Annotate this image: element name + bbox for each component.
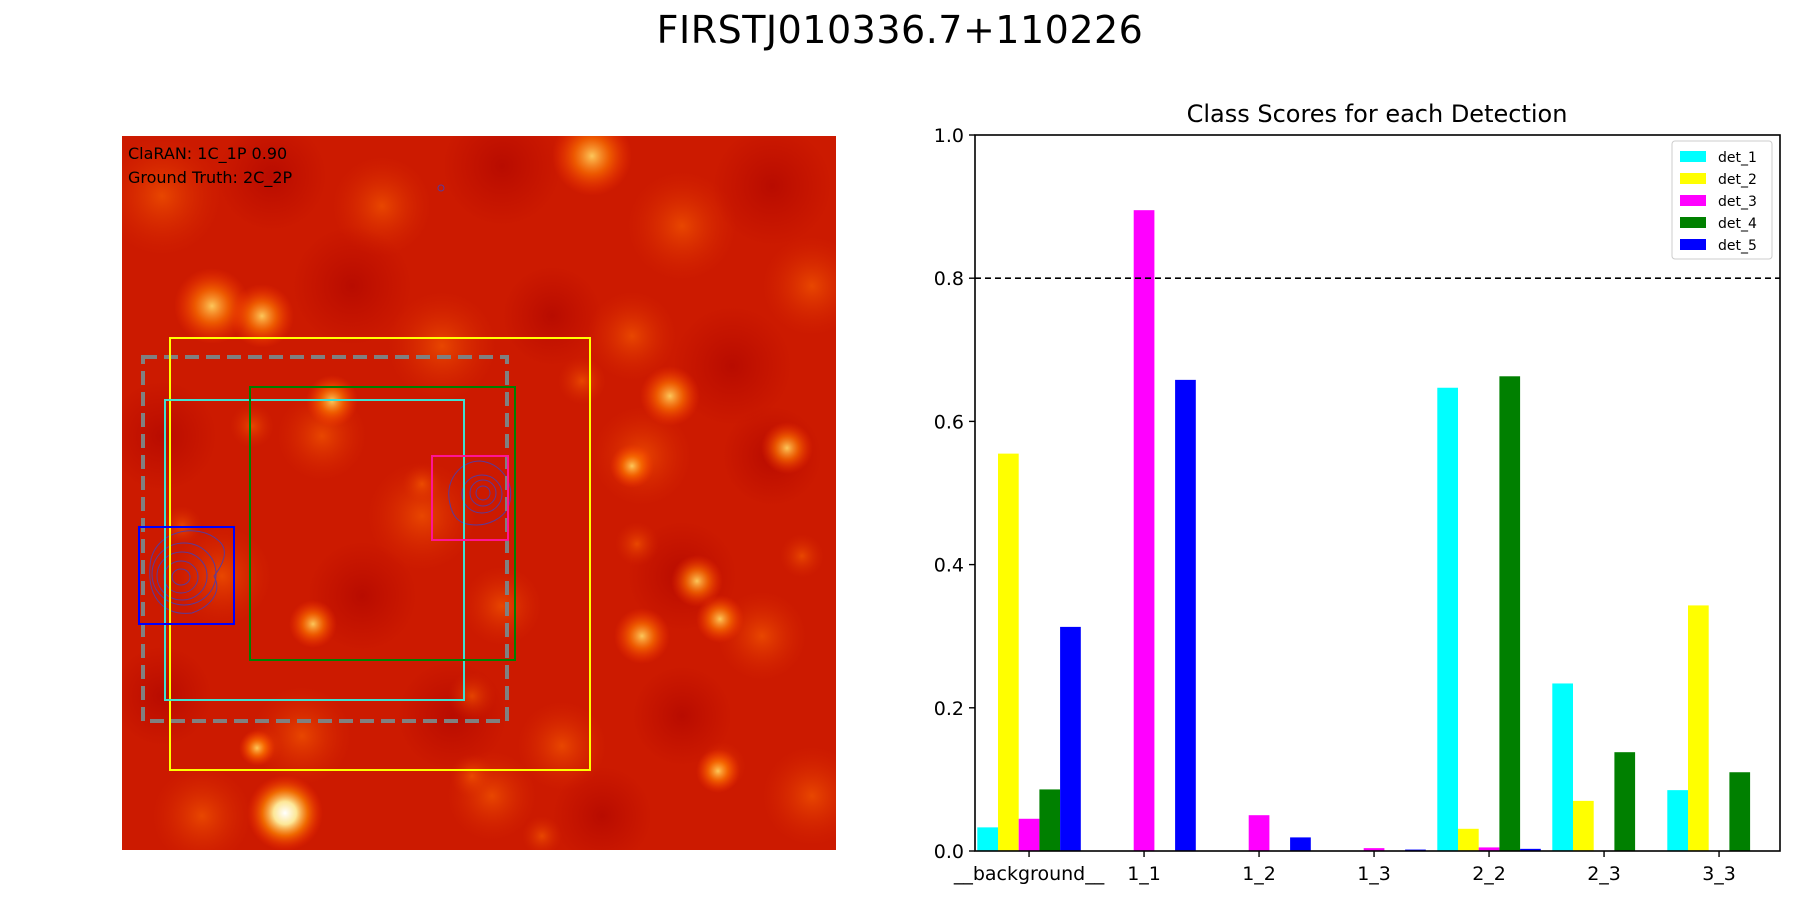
bright-source xyxy=(640,366,700,426)
x-tick-label: 2_3 xyxy=(1587,863,1621,885)
bar-det_1-__background__ xyxy=(977,827,998,851)
contour-small xyxy=(437,184,445,192)
contour-right xyxy=(469,479,497,507)
bar-det_3-1_3 xyxy=(1363,848,1385,851)
legend-label-det_3: det_3 xyxy=(1718,194,1757,210)
legend-swatch-det_2 xyxy=(1680,173,1706,184)
y-tick-label: 1.0 xyxy=(934,125,964,147)
bar-det_4-2_2 xyxy=(1499,376,1521,851)
x-tick-label: __background__ xyxy=(953,863,1105,885)
bar-det_5-1_2 xyxy=(1290,837,1311,851)
x-tick-label: 1_2 xyxy=(1242,863,1276,885)
det-5-box xyxy=(138,526,235,625)
bar-det_4-__background__ xyxy=(1039,789,1061,851)
y-tick-label: 0.2 xyxy=(934,698,964,720)
det-4-box xyxy=(249,386,516,661)
legend-label-det_1: det_1 xyxy=(1718,150,1757,166)
prediction-label: ClaRAN: 1C_1P 0.90 xyxy=(128,144,287,164)
bright-source xyxy=(696,595,744,643)
detection-boxes xyxy=(138,337,591,771)
bright-source xyxy=(247,775,323,850)
det-1-box xyxy=(164,399,465,701)
bar-det_3-1_1 xyxy=(1133,210,1155,851)
bar-det_2-__background__ xyxy=(998,453,1019,851)
bar-det_1-2_2 xyxy=(1437,387,1458,851)
x-tick-label: 2_2 xyxy=(1472,863,1506,885)
legend-label-det_2: det_2 xyxy=(1718,172,1757,188)
bar-det_1-3_3 xyxy=(1667,790,1688,851)
bar-det_1-2_3 xyxy=(1552,683,1573,851)
bright-source xyxy=(289,600,337,648)
noise-field xyxy=(122,136,836,850)
legend-label-det_5: det_5 xyxy=(1718,238,1757,254)
bar-det_2-3_3 xyxy=(1688,605,1709,851)
y-tick-label: 0.6 xyxy=(934,411,964,433)
bright-sources xyxy=(239,366,813,850)
x-tick-label: 3_3 xyxy=(1702,863,1736,885)
bar-det_5-__background__ xyxy=(1060,626,1081,851)
class-scores-chart: Class Scores for each Detection 0.00.20.… xyxy=(934,100,1781,885)
bar-det_2-2_2 xyxy=(1458,828,1479,851)
bar-det_5-2_2 xyxy=(1520,848,1541,851)
contour-right-outer xyxy=(448,460,512,526)
bar-det_3-2_2 xyxy=(1478,847,1500,851)
contour-right xyxy=(475,485,491,501)
contour-left xyxy=(156,551,208,601)
bar-det_2-2_3 xyxy=(1573,800,1594,851)
y-tick-label: 0.8 xyxy=(934,268,964,290)
bar-det_3-__background__ xyxy=(1018,818,1040,851)
y-tick-label: 0.4 xyxy=(934,555,964,577)
det-2-box xyxy=(169,337,591,771)
legend-swatch-det_1 xyxy=(1680,151,1706,162)
bar-det_4-3_3 xyxy=(1729,772,1751,851)
legend-swatch-det_4 xyxy=(1680,217,1706,228)
bright-source xyxy=(239,730,275,766)
figure-title: FIRSTJ010336.7+110226 xyxy=(656,8,1144,52)
y-tick-label: 0.0 xyxy=(934,841,964,863)
plot-frame xyxy=(974,134,1781,852)
x-tick-label: 1_1 xyxy=(1127,863,1161,885)
radio-image-panel: ClaRAN: 1C_1P 0.90 Ground Truth: 2C_2P xyxy=(122,136,836,850)
contour-left-outer xyxy=(149,530,225,614)
bright-source xyxy=(761,422,813,474)
chart-plot-area: 0.0 0.2 0.4 0.6 0.8 1.0 __background__ 1_1 1_2 1_… xyxy=(934,125,1781,885)
x-tick-label: 1_3 xyxy=(1357,863,1391,885)
legend-swatch-det_5 xyxy=(1680,239,1706,250)
bar-det_3-1_2 xyxy=(1248,815,1270,851)
contour-right xyxy=(461,474,503,514)
bar-det_5-1_1 xyxy=(1175,379,1196,851)
bright-source xyxy=(696,749,740,793)
ground-truth-label: Ground Truth: 2C_2P xyxy=(128,168,293,188)
bright-source xyxy=(614,608,670,664)
radio-image: ClaRAN: 1C_1P 0.90 Ground Truth: 2C_2P xyxy=(122,136,836,850)
contour-left xyxy=(171,568,191,586)
det-3-box xyxy=(431,455,509,541)
legend-label-det_4: det_4 xyxy=(1718,216,1757,232)
bar-det_4-2_3 xyxy=(1614,752,1636,851)
legend-swatch-det_3 xyxy=(1680,195,1706,206)
chart-title: Class Scores for each Detection xyxy=(1187,100,1568,128)
legend-box xyxy=(1671,140,1773,260)
